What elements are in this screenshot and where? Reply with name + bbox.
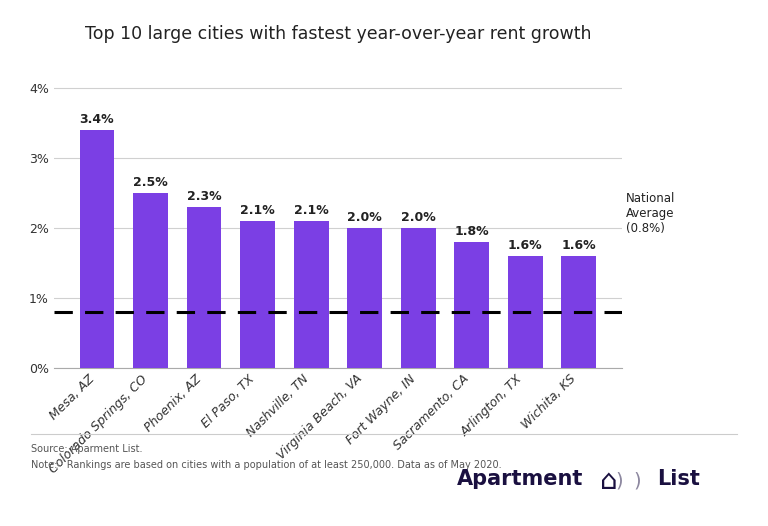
Text: ): ) (634, 471, 641, 490)
Text: 2.0%: 2.0% (347, 211, 382, 224)
Text: ): ) (615, 471, 623, 490)
Text: 2.1%: 2.1% (294, 204, 329, 217)
Text: 2.3%: 2.3% (187, 190, 221, 203)
Text: 2.5%: 2.5% (133, 176, 168, 189)
Bar (455, 242, 489, 368)
Bar (347, 228, 382, 368)
Bar (187, 207, 221, 368)
Bar (401, 228, 435, 368)
Text: 1.8%: 1.8% (455, 225, 489, 238)
Bar (508, 256, 543, 368)
Bar (80, 130, 114, 368)
Text: List: List (657, 469, 700, 489)
Text: 2.1%: 2.1% (240, 204, 275, 217)
Text: ⌂: ⌂ (601, 467, 617, 495)
Bar (240, 221, 275, 368)
Text: 2.0%: 2.0% (401, 211, 435, 224)
Bar (293, 221, 329, 368)
Text: Note:   Rankings are based on cities with a population of at least 250,000. Data: Note: Rankings are based on cities with … (31, 460, 502, 470)
Text: National
Average
(0.8%): National Average (0.8%) (626, 191, 675, 235)
Text: Apartment: Apartment (457, 469, 584, 489)
Text: 1.6%: 1.6% (561, 239, 596, 252)
Bar (561, 256, 596, 368)
Text: 3.4%: 3.4% (80, 113, 114, 126)
Bar (133, 193, 168, 368)
Text: 1.6%: 1.6% (508, 239, 543, 252)
Title: Top 10 large cities with fastest year-over-year rent growth: Top 10 large cities with fastest year-ov… (84, 25, 591, 43)
Text: Source: Aparment List.: Source: Aparment List. (31, 444, 142, 454)
